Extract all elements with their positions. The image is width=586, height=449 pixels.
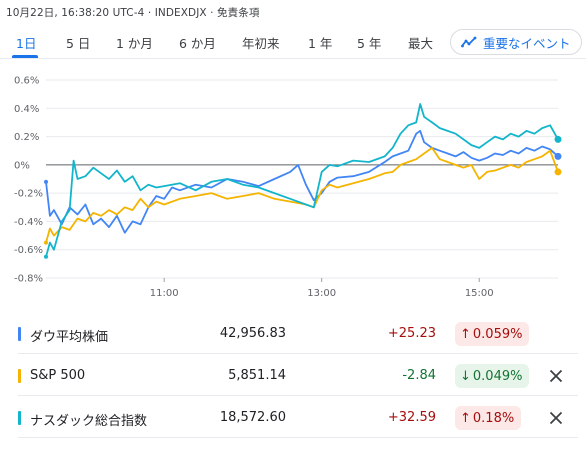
y-tick-label: 0% (14, 160, 30, 171)
tab-6-months[interactable]: 6 か月 (179, 36, 216, 51)
quote-change: -2.84 (402, 368, 436, 383)
remove-comparison-icon[interactable] (546, 366, 566, 386)
active-tab-indicator (12, 55, 38, 58)
quote-name: S&P 500 (30, 368, 86, 383)
quote-name: ナスダック総合指数 (30, 414, 148, 429)
quote-price: 5,851.14 (228, 368, 286, 383)
y-tick-label: -0.4% (14, 217, 43, 228)
row-divider (18, 395, 578, 396)
y-tick-label: 0.6% (14, 76, 39, 87)
series-start-point-1 (44, 240, 48, 245)
index-comparison-chart[interactable]: 0.6% 0.4% 0.2% 0% -0.2% -0.4% -0.6% -0.8% 11:00… (0, 66, 586, 306)
series-color-swatch (18, 327, 21, 341)
series-color-swatch (18, 369, 21, 383)
series-end-point-0 (554, 152, 562, 160)
arrow-down-icon: ↓ (460, 368, 471, 384)
tab-max[interactable]: 最大 (408, 36, 434, 51)
series-line-0 (45, 130, 559, 234)
arrow-up-icon: ↑ (460, 326, 471, 342)
percent-change-badge: ↑ 0.059% (455, 322, 530, 346)
quote-change: +25.23 (387, 326, 436, 341)
y-tick-label: -0.8% (14, 274, 43, 285)
quote-row-sp500[interactable]: S&P 500 5,851.14 -2.84 ↓ 0.049% (0, 358, 586, 396)
remove-comparison-icon[interactable] (546, 408, 566, 428)
x-tick-label: 13:00 (307, 288, 336, 299)
quote-price: 42,956.83 (219, 326, 286, 341)
time-range-tabs: 1日 5 日 1 か月 6 か月 年初来 1 年 5 年 最大 重要なイベント (0, 28, 586, 58)
x-tick-label: 11:00 (150, 288, 179, 299)
quote-change: +32.59 (387, 410, 436, 425)
quote-price: 18,572.60 (219, 410, 286, 425)
trend-icon (461, 36, 477, 48)
quote-row-nasdaq[interactable]: ナスダック総合指数 18,572.60 +32.59 ↑ 0.18% (0, 400, 586, 438)
y-tick-label: -0.2% (14, 189, 43, 200)
quote-name: ダウ平均株価 (30, 330, 109, 345)
percent-change-badge: ↓ 0.049% (455, 364, 530, 388)
percent-change-badge: ↑ 0.18% (455, 406, 522, 430)
key-events-button[interactable]: 重要なイベント (450, 29, 582, 55)
series-end-point-2 (554, 135, 562, 143)
tab-year-to-date[interactable]: 年初来 (242, 36, 280, 51)
row-divider (18, 437, 578, 438)
percent-change: 0.049% (472, 368, 523, 384)
tab-5-days[interactable]: 5 日 (66, 36, 91, 51)
series-start-point-0 (44, 179, 48, 184)
y-tick-label: -0.6% (14, 245, 43, 256)
arrow-up-icon: ↑ (460, 410, 471, 426)
tabs-divider (0, 58, 586, 59)
y-tick-label: 0.4% (14, 104, 39, 115)
percent-change: 0.059% (472, 326, 523, 342)
series-line-1 (45, 147, 559, 243)
x-tick-label: 15:00 (465, 288, 494, 299)
series-color-swatch (18, 411, 21, 425)
percent-change: 0.18% (472, 410, 515, 426)
key-events-label: 重要なイベント (483, 35, 571, 51)
series-line-2 (45, 103, 559, 258)
series-start-point-2 (44, 254, 48, 259)
y-tick-label: 0.2% (14, 132, 39, 143)
tab-5-years[interactable]: 5 年 (357, 36, 382, 51)
series-end-point-1 (554, 168, 562, 176)
quote-row-dow[interactable]: ダウ平均株価 42,956.83 +25.23 ↑ 0.059% (0, 316, 586, 354)
row-divider (18, 353, 578, 354)
quote-timestamp-header: 10月22日, 16:38:20 UTC-4 · INDEXDJX · 免責条項 (6, 7, 260, 19)
tab-1-year[interactable]: 1 年 (308, 36, 333, 51)
tab-1-month[interactable]: 1 か月 (116, 36, 153, 51)
tab-1-day[interactable]: 1日 (16, 36, 37, 51)
